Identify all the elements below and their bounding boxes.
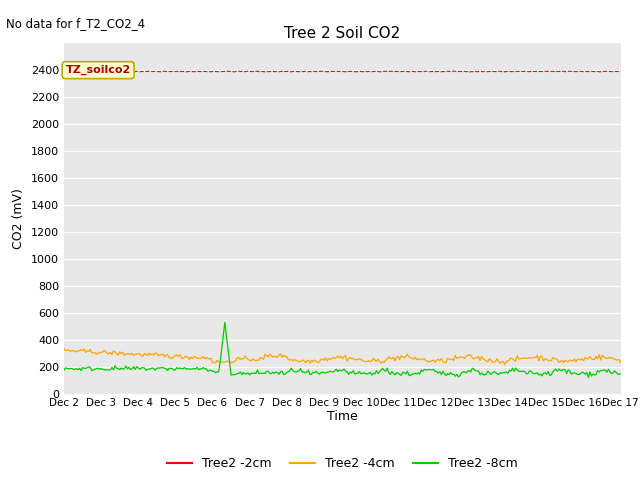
Title: Tree 2 Soil CO2: Tree 2 Soil CO2 bbox=[284, 25, 401, 41]
Legend: Tree2 -2cm, Tree2 -4cm, Tree2 -8cm: Tree2 -2cm, Tree2 -4cm, Tree2 -8cm bbox=[162, 453, 523, 475]
Text: No data for f_T2_CO2_4: No data for f_T2_CO2_4 bbox=[6, 17, 145, 30]
X-axis label: Time: Time bbox=[327, 410, 358, 423]
Y-axis label: CO2 (mV): CO2 (mV) bbox=[12, 188, 26, 249]
Text: TZ_soilco2: TZ_soilco2 bbox=[65, 65, 131, 75]
